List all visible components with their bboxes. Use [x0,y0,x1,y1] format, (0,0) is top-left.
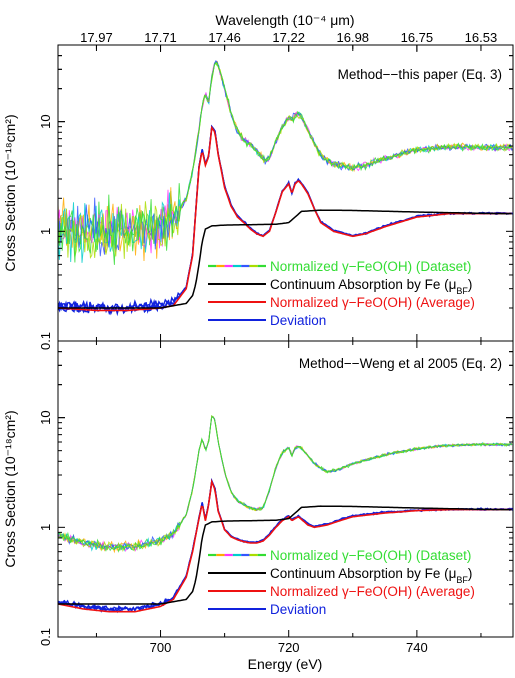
panel-top-y-tick-label-2: 10 [38,114,53,128]
x-tick-label-2: 740 [406,640,428,655]
top-axis-tick-label-5: 16.75 [401,30,434,45]
panel-bottom-y-tick-label-1: 1 [38,524,53,531]
panel-bottom-dataset-trace-0 [58,415,513,553]
top-axis-tick-label-3: 17.22 [272,30,305,45]
panel-bottom-legend-label-dataset: Normalized γ−FeO(OH) (Dataset) [270,548,471,563]
x-tick-label-1: 720 [278,640,300,655]
panel-top: 0.1 1 10 Method−−this paper (Eq. 3) Cross … [2,44,514,350]
panel-bottom: 0.1 1 10 700 720 740 Method−−Weng et al 2005 … [2,340,514,655]
top-axis-tick-label-6: 16.53 [465,30,498,45]
panel-bottom-legend-label-mu: Continuum Absorption by Fe (μBF) [270,566,472,585]
panel-bottom-dataset-trace-3 [58,415,513,552]
panel-top-y-tick-label-0: 0.1 [38,332,53,350]
top-axis-tick-label-2: 17.46 [208,30,241,45]
panel-top-dataset-trace-6 [58,61,513,263]
panel-bottom-y-tick-label-0: 0.1 [38,628,53,646]
panel-top-dataset-trace-5 [58,62,513,260]
panel-bottom-dataset-trace-5 [58,415,513,553]
panel-bottom-dataset-trace-6 [58,416,513,552]
panel-top-legend-label-deviation: Deviation [270,313,326,328]
panel-bottom-dataset-trace-4 [58,415,513,551]
panel-bottom-y-axis-title: Cross Section (10⁻¹⁸cm²) [2,410,18,567]
panel-top-continuum-line [58,209,512,309]
top-axis-tick-label-4: 16.98 [337,30,370,45]
x-axis-title: Energy (eV) [248,656,323,672]
panel-top-annotation: Method−−this paper (Eq. 3) [338,67,502,82]
panel-bottom-dataset-trace-2 [58,416,513,553]
panel-top-average-line [58,125,512,312]
panel-top-legend-label-dataset: Normalized γ−FeO(OH) (Dataset) [270,259,471,274]
panel-top-legend-label-mu: Continuum Absorption by Fe (μBF) [270,277,472,296]
panel-top-legend: Normalized γ−FeO(OH) (Dataset) Continuum … [208,259,475,328]
panel-bottom-legend-label-average: Normalized γ−FeO(OH) (Average) [270,584,475,599]
panel-bottom-y-tick-label-2: 10 [38,410,53,424]
panel-bottom-legend: Normalized γ−FeO(OH) (Dataset) Continuum … [208,548,475,617]
panel-top-y-tick-label-1: 1 [38,228,53,235]
panel-bottom-annotation: Method−−Weng et al 2005 (Eq. 2) [299,356,502,371]
panel-bottom-dataset-trace-1 [58,415,513,554]
panel-bottom-legend-label-deviation: Deviation [270,602,326,617]
top-axis-tick-label-0: 17.97 [80,30,113,45]
top-axis-tick-label-1: 17.71 [144,30,177,45]
panel-top-legend-label-average: Normalized γ−FeO(OH) (Average) [270,295,475,310]
x-tick-label-0: 700 [150,640,172,655]
panel-bottom-continuum-line [58,505,512,605]
panel-bottom-frame [57,340,514,638]
panel-top-y-axis-title: Cross Section (10⁻¹⁸cm²) [2,114,18,271]
top-axis-title: Wavelength (10⁻⁴ μm) [215,12,354,28]
